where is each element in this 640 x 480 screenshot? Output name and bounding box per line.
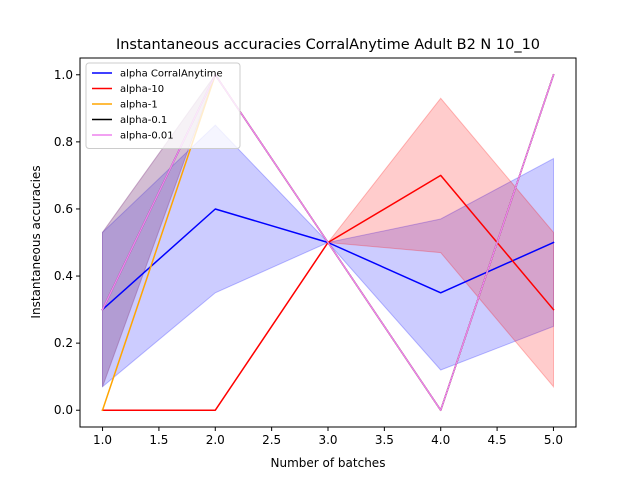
y-tick-label: 0.2 bbox=[54, 336, 73, 350]
x-tick-label: 4.0 bbox=[431, 433, 450, 447]
x-tick-label: 1.0 bbox=[93, 433, 112, 447]
band-alpha-corralanytime bbox=[102, 124, 554, 388]
legend-label-alpha-1: alpha-1 bbox=[120, 100, 158, 111]
x-tick-label: 2.5 bbox=[262, 433, 281, 447]
legend-label-alpha-0-1: alpha-0.1 bbox=[120, 115, 167, 126]
x-tick-label: 2.0 bbox=[206, 433, 225, 447]
x-tick-label: 3.5 bbox=[375, 433, 394, 447]
y-tick-label: 0.6 bbox=[54, 202, 73, 216]
x-tick-label: 5.0 bbox=[544, 433, 563, 447]
x-tick-label: 3.0 bbox=[318, 433, 337, 447]
legend-label-alpha-0-01: alpha-0.01 bbox=[120, 131, 174, 142]
y-tick-label: 0.8 bbox=[54, 135, 73, 149]
legend-label-alpha-corralanytime: alpha CorralAnytime bbox=[120, 69, 223, 80]
x-tick-label: 1.5 bbox=[149, 433, 168, 447]
y-axis-label: Instantaneous accuracies bbox=[29, 165, 43, 318]
y-tick-label: 1.0 bbox=[54, 68, 73, 82]
x-axis-ticks: 1.0 1.5 2.0 2.5 3.0 3.5 4.0 4.5 5.0 bbox=[93, 427, 563, 447]
chart-title: Instantaneous accuracies CorralAnytime A… bbox=[116, 37, 540, 53]
legend-label-alpha-10: alpha-10 bbox=[120, 84, 164, 95]
series-line-alpha-0-01 bbox=[101, 73, 555, 411]
x-tick-label: 4.5 bbox=[488, 433, 507, 447]
series-lines bbox=[101, 73, 555, 412]
y-tick-label: 0.4 bbox=[54, 269, 73, 283]
legend: alpha CorralAnytime alpha-10 alpha-1 alpha-… bbox=[85, 62, 241, 149]
x-axis-label: Number of batches bbox=[271, 456, 386, 470]
legend-box bbox=[85, 62, 241, 149]
y-tick-label: 0.0 bbox=[54, 403, 73, 417]
y-axis-ticks: 0.0 0.2 0.4 0.6 0.8 1.0 bbox=[54, 68, 80, 417]
